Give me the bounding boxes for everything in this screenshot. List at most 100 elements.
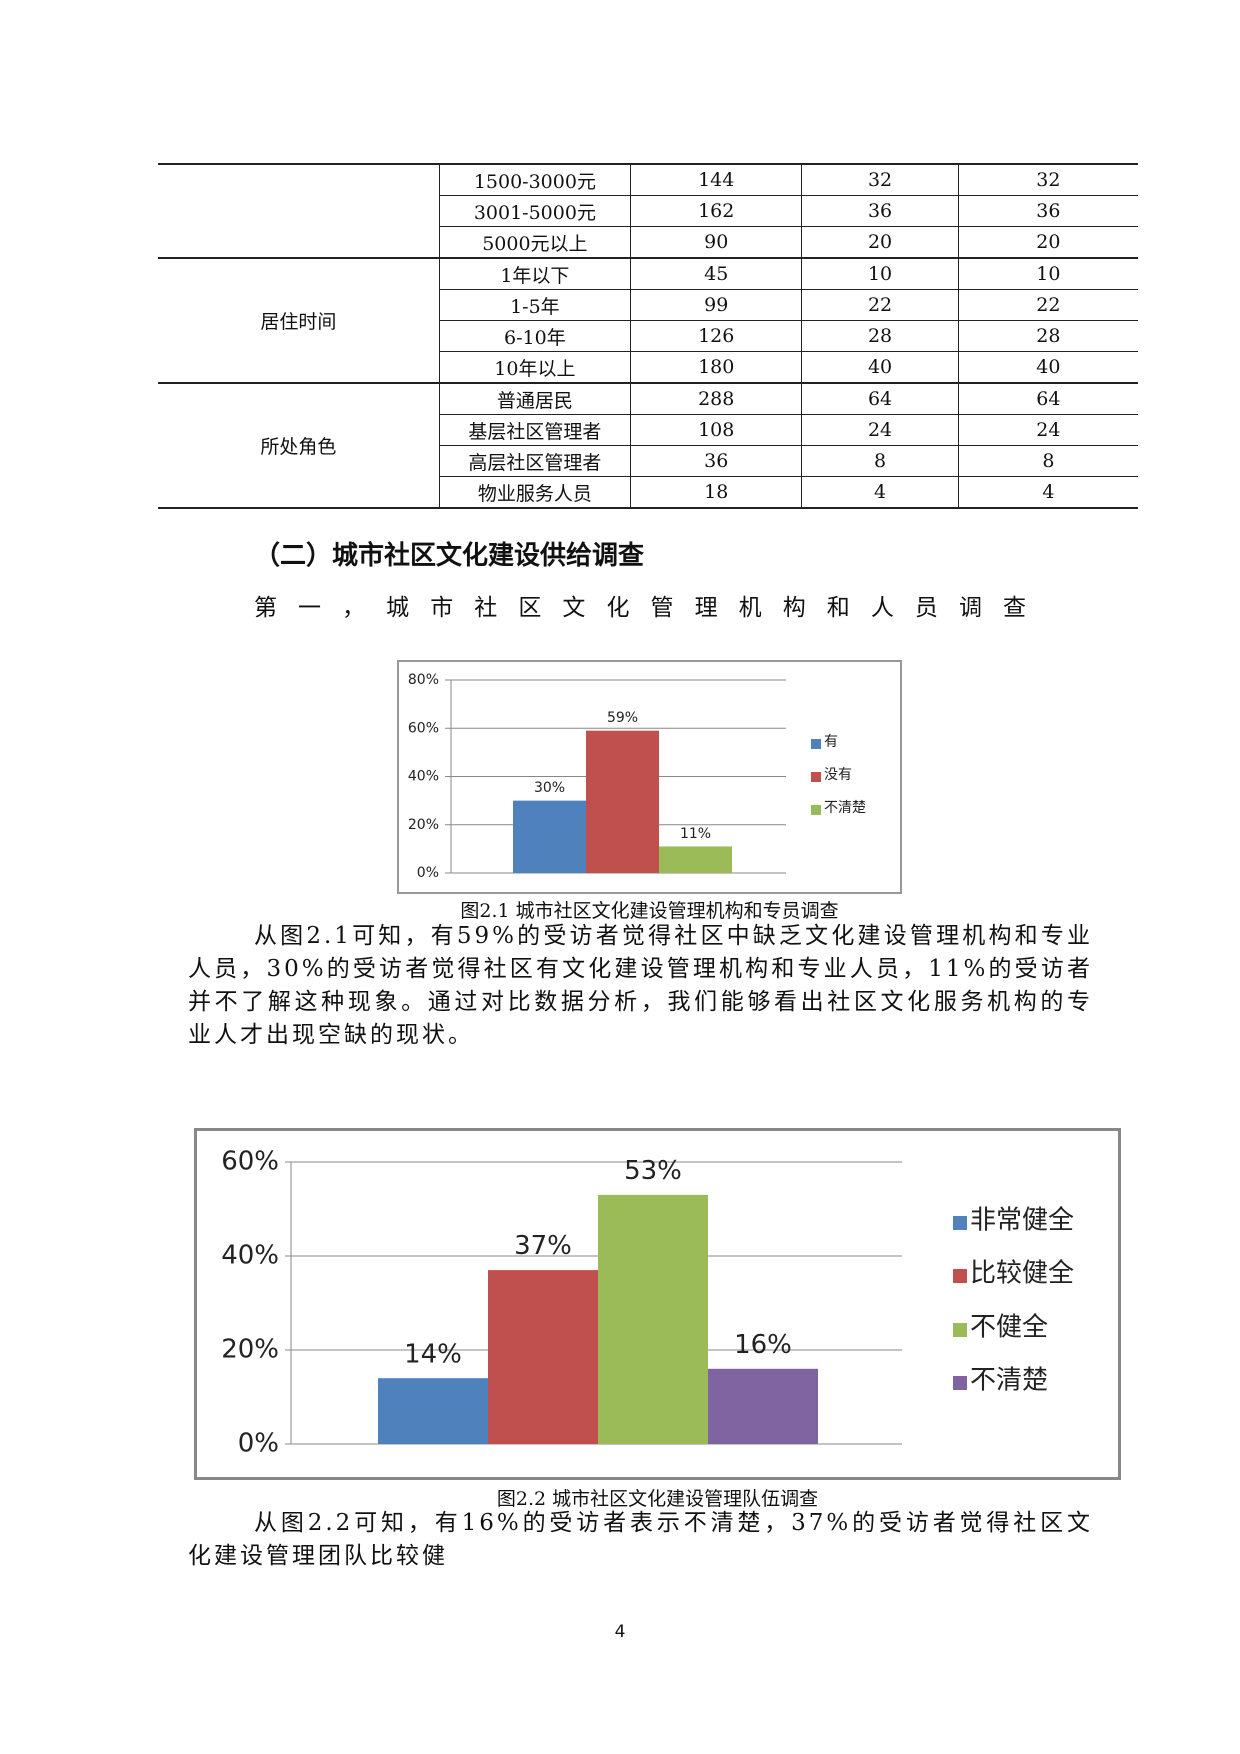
bar: [598, 1194, 708, 1444]
page-number: 4: [614, 1622, 626, 1642]
table-cell: 物业服务人员: [438, 476, 632, 509]
table-cell: 24: [801, 414, 959, 446]
table-cell: 180: [630, 351, 803, 384]
data-label: 30%: [534, 780, 565, 796]
bar: [488, 1270, 598, 1444]
legend-swatch: [953, 1323, 967, 1337]
table-cell: 10年以上: [438, 351, 632, 384]
table-cell: 40: [957, 351, 1138, 384]
y-tick-label: 20%: [221, 1335, 279, 1365]
table-cell: 22: [801, 289, 959, 321]
bar: [659, 846, 732, 873]
legend-swatch: [811, 772, 821, 782]
table-cell: 126: [630, 320, 803, 352]
table-row: 高层社区管理者 36 8 8: [158, 445, 1138, 477]
table-row: 6-10年 126 28 28: [158, 320, 1138, 352]
table-cell: 40: [801, 351, 959, 384]
table-row: 所处角色 普通居民 288 64 64: [158, 382, 1138, 509]
table-row: 1500-3000元 144 32 32: [158, 163, 1138, 259]
legend-label: 有: [824, 734, 838, 750]
table-cell: 22: [957, 289, 1138, 321]
table-cell: 36: [957, 195, 1138, 227]
section-heading: （二）城市社区文化建设供给调查: [254, 541, 645, 571]
y-tick-label: 40%: [221, 1241, 279, 1271]
table-cell: 32: [957, 163, 1138, 196]
data-label: 37%: [514, 1231, 572, 1261]
table-cell: 20: [957, 226, 1138, 259]
table-cell: 1500-3000元: [438, 163, 632, 196]
chart: 0% 20% 40% 60% 14% 非常健全 37% 比较健全 53% 不健全 16% 不清楚: [194, 1128, 1121, 1480]
paragraph: 从图2.1可知，有59%的受访者觉得社区中缺乏文化建设管理机构和专业人员，30%…: [188, 923, 1093, 1048]
table-row: 10年以上 180 40 40: [158, 351, 1138, 384]
data-label: 53%: [624, 1156, 682, 1186]
table-cell: 6-10年: [438, 320, 632, 352]
chart-frame: [397, 660, 902, 894]
table-cell: 45: [630, 257, 803, 290]
table-cell: 18: [630, 476, 803, 509]
subheading: 第一，城市社区文化管理机构和人员调查: [254, 595, 1028, 621]
bar: [586, 730, 659, 873]
legend-label: 不清楚: [824, 800, 866, 816]
y-tick-label: 40%: [408, 769, 439, 785]
bar: [513, 800, 586, 873]
group-label: [158, 163, 440, 259]
table-row: 居住时间 1年以下 45 10 10: [158, 257, 1138, 384]
data-label: 11%: [680, 826, 711, 842]
group-label: 居住时间: [158, 257, 440, 384]
data-label: 14%: [404, 1339, 462, 1369]
legend-label: 不健全: [970, 1313, 1048, 1343]
table-cell: 288: [630, 382, 803, 415]
table-cell: 1-5年: [438, 289, 632, 321]
table-cell: 28: [957, 320, 1138, 352]
table-cell: 36: [630, 445, 803, 477]
legend-swatch: [953, 1376, 967, 1390]
table-cell: 24: [957, 414, 1138, 446]
table-cell: 99: [630, 289, 803, 321]
table-cell: 8: [957, 445, 1138, 477]
y-tick-label: 60%: [221, 1147, 279, 1177]
table-cell: 162: [630, 195, 803, 227]
group-label: 所处角色: [158, 382, 440, 509]
table-cell: 108: [630, 414, 803, 446]
legend-swatch: [811, 739, 821, 749]
legend-label: 非常健全: [970, 1206, 1074, 1236]
table-cell: 28: [801, 320, 959, 352]
legend-label: 比较健全: [970, 1259, 1074, 1289]
table-cell: 64: [957, 382, 1138, 415]
paragraph: 从图2.2可知，有16%的受访者表示不清楚，37%的受访者觉得社区文化建设管理团…: [188, 1510, 1093, 1569]
legend-label: 没有: [824, 767, 852, 783]
table-cell: 10: [801, 257, 959, 290]
y-tick-label: 80%: [408, 672, 439, 688]
figure-caption: 图2.2 城市社区文化建设管理队伍调查: [496, 1488, 819, 1510]
chart-frame: [194, 1128, 1121, 1480]
data-table: 1500-3000元 144 32 32 3001-5000元 162 36 36 5000元以…: [158, 163, 1138, 509]
table-cell: 3001-5000元: [438, 195, 632, 227]
table-cell: 144: [630, 163, 803, 196]
table-cell: 4: [801, 476, 959, 509]
y-tick-label: 0%: [417, 865, 439, 881]
y-tick-label: 60%: [408, 720, 439, 736]
legend-label: 不清楚: [970, 1366, 1048, 1396]
legend-swatch: [811, 805, 821, 815]
table-cell: 90: [630, 226, 803, 259]
table-cell: 20: [801, 226, 959, 259]
y-tick-label: 0%: [238, 1429, 279, 1459]
table-cell: 8: [801, 445, 959, 477]
table-cell: 10: [957, 257, 1138, 290]
legend-swatch: [953, 1216, 967, 1230]
table-cell: 5000元以上: [438, 226, 632, 259]
table-row: 物业服务人员 18 4 4: [158, 476, 1138, 509]
figure-caption: 图2.1 城市社区文化建设管理机构和专员调查: [460, 900, 839, 922]
bar: [708, 1368, 818, 1444]
table-cell: 4: [957, 476, 1138, 509]
table-cell: 1年以下: [438, 257, 632, 290]
legend-swatch: [953, 1269, 967, 1283]
table-cell: 64: [801, 382, 959, 415]
table-row: 3001-5000元 162 36 36: [158, 195, 1138, 227]
table-cell: 高层社区管理者: [438, 445, 632, 477]
chart: 0% 20% 40% 60% 80% 30% 有 59% 没有 11% 不清楚: [397, 660, 902, 894]
table-cell: 普通居民: [438, 382, 632, 415]
bar: [378, 1378, 488, 1444]
table-cell: 基层社区管理者: [438, 414, 632, 446]
